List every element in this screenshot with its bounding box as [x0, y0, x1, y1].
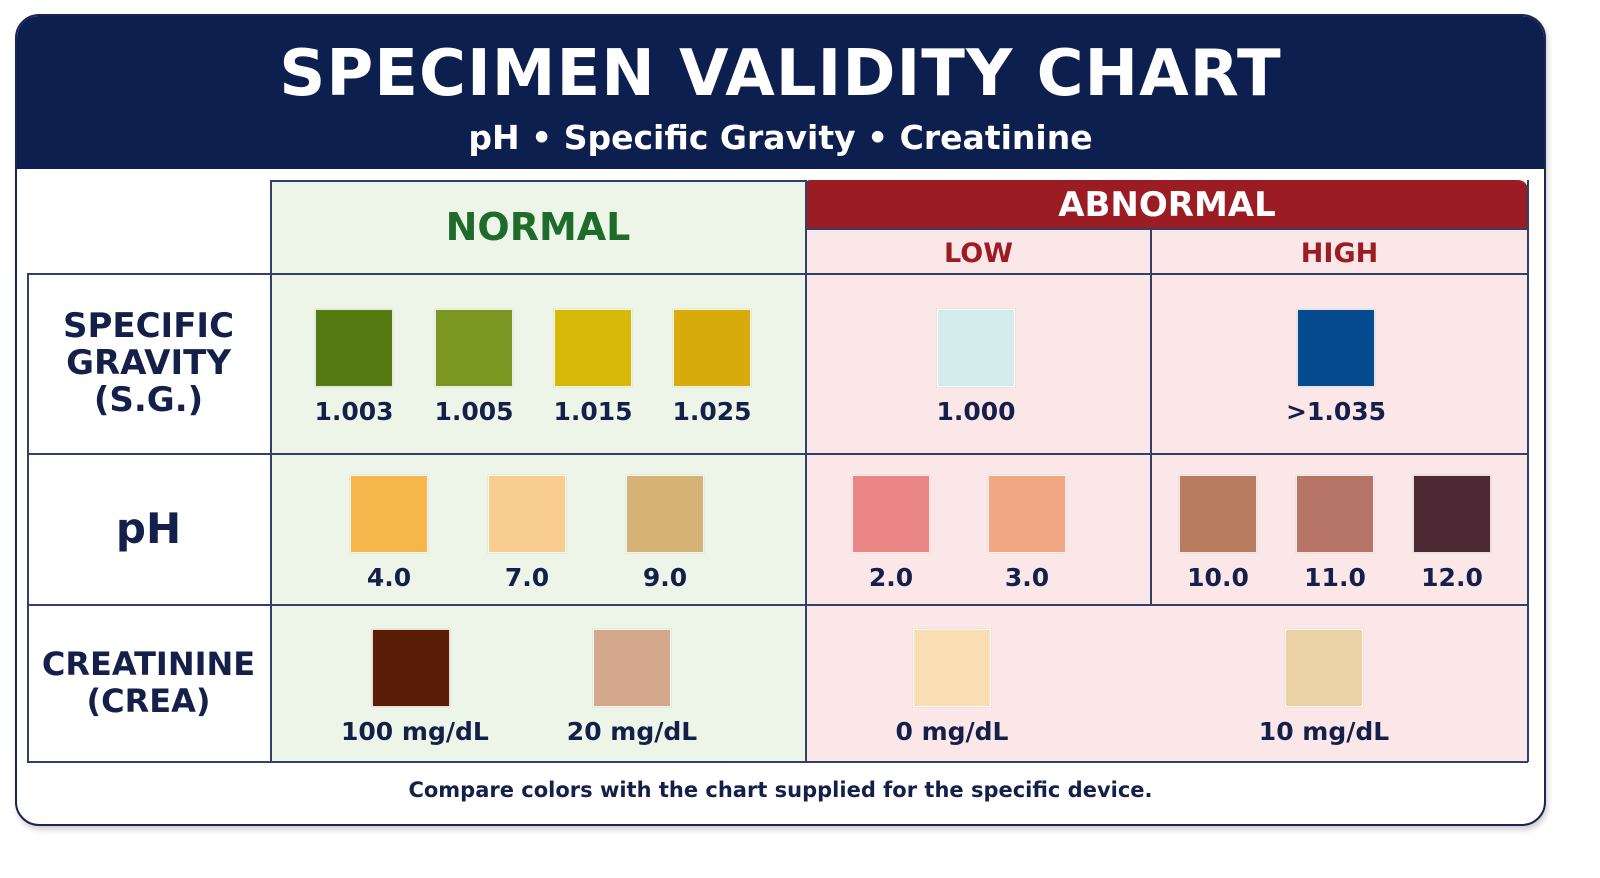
- color-swatch: [1179, 475, 1257, 553]
- swatch-label: 2.0: [868, 563, 914, 592]
- color-swatch: [1296, 475, 1374, 553]
- grid-line: [27, 273, 29, 762]
- swatch-label: 1.005: [434, 397, 514, 426]
- swatch-ph-3: 3.0: [957, 475, 1097, 593]
- chart-header: SPECIMEN VALIDITY CHART pH • Specific Gr…: [17, 16, 1544, 169]
- color-swatch: [913, 629, 991, 707]
- color-swatch: [1285, 629, 1363, 707]
- swatch-ph-4: 4.0: [319, 475, 459, 593]
- swatch-label: 1.025: [672, 397, 752, 426]
- color-swatch: [1413, 475, 1491, 553]
- swatch-ph-11: 11.0: [1265, 475, 1405, 593]
- row-label-creatinine: CREATININE (CREA): [27, 604, 270, 761]
- swatch-crea-0: 0 mg/dL: [882, 629, 1022, 747]
- swatch-crea-10: 10 mg/dL: [1254, 629, 1394, 747]
- row-label-line: GRAVITY: [66, 342, 231, 383]
- grid-line: [270, 180, 806, 182]
- row-label-ph: pH: [27, 453, 270, 604]
- color-swatch: [852, 475, 930, 553]
- color-swatch: [988, 475, 1066, 553]
- abnormal-header: ABNORMAL: [806, 180, 1528, 228]
- swatch-crea-100: 100 mg/dL: [341, 629, 489, 747]
- grid-line: [805, 180, 807, 762]
- grid-line: [27, 761, 1528, 763]
- swatch-label: 1.000: [936, 397, 1016, 426]
- swatch-label: 1.003: [314, 397, 394, 426]
- color-swatch: [554, 309, 632, 387]
- grid-line: [1527, 180, 1529, 762]
- swatch-label: 12.0: [1421, 563, 1483, 592]
- row-label-line: CREATININE: [41, 644, 256, 683]
- swatch-label: 3.0: [1004, 563, 1050, 592]
- high-header: HIGH: [1300, 238, 1379, 269]
- swatch-label: 100 mg/dL: [341, 717, 489, 746]
- validity-chart-card: SPECIMEN VALIDITY CHART pH • Specific Gr…: [15, 14, 1546, 826]
- row-label-specific-gravity: SPECIFIC GRAVITY (S.G.): [27, 273, 270, 453]
- color-swatch: [435, 309, 513, 387]
- grid-line: [1150, 228, 1152, 605]
- chart-title: SPECIMEN VALIDITY CHART: [279, 37, 1282, 111]
- normal-header: NORMAL: [445, 205, 631, 249]
- swatch-label: >1.035: [1285, 397, 1387, 426]
- swatch-label: 4.0: [366, 563, 412, 592]
- grid-line: [27, 273, 1528, 275]
- swatch-label: 0 mg/dL: [895, 717, 1009, 746]
- color-swatch: [626, 475, 704, 553]
- swatch-sg-1000: 1.000: [906, 309, 1046, 427]
- row-label-line: pH: [115, 504, 182, 553]
- swatch-crea-20: 20 mg/dL: [562, 629, 702, 747]
- swatch-label: 1.015: [553, 397, 633, 426]
- color-swatch: [593, 629, 671, 707]
- row-label-line: (CREA): [86, 681, 211, 720]
- grid-line: [27, 604, 1528, 606]
- swatch-sg-1005: 1.005: [404, 309, 544, 427]
- swatch-label: 11.0: [1304, 563, 1366, 592]
- swatch-ph-12: 12.0: [1382, 475, 1522, 593]
- row-label-line: SPECIFIC: [62, 305, 235, 346]
- swatch-ph-10: 10.0: [1148, 475, 1288, 593]
- swatch-label: 9.0: [642, 563, 688, 592]
- swatch-ph-2: 2.0: [821, 475, 961, 593]
- chart-subtitle: pH • Specific Gravity • Creatinine: [468, 118, 1093, 157]
- swatch-label: 10.0: [1187, 563, 1249, 592]
- grid-line: [270, 180, 272, 762]
- swatch-sg-1035: >1.035: [1266, 309, 1406, 427]
- color-swatch: [350, 475, 428, 553]
- grid-line: [806, 228, 1528, 230]
- low-header: LOW: [944, 238, 1013, 269]
- footer-note: Compare colors with the chart supplied f…: [408, 778, 1153, 802]
- normal-region: [270, 180, 806, 762]
- row-label-line: (S.G.): [93, 379, 204, 420]
- swatch-label: 10 mg/dL: [1258, 717, 1390, 746]
- swatch-sg-1003: 1.003: [284, 309, 424, 427]
- color-swatch: [673, 309, 751, 387]
- color-swatch: [488, 475, 566, 553]
- swatch-label: 7.0: [504, 563, 550, 592]
- swatch-sg-1015: 1.015: [523, 309, 663, 427]
- color-swatch: [937, 309, 1015, 387]
- color-swatch: [315, 309, 393, 387]
- color-swatch: [1297, 309, 1375, 387]
- grid-line: [27, 453, 1528, 455]
- swatch-ph-7: 7.0: [457, 475, 597, 593]
- swatch-label: 20 mg/dL: [566, 717, 698, 746]
- swatch-sg-1025: 1.025: [642, 309, 782, 427]
- swatch-ph-9: 9.0: [595, 475, 735, 593]
- color-swatch: [372, 629, 450, 707]
